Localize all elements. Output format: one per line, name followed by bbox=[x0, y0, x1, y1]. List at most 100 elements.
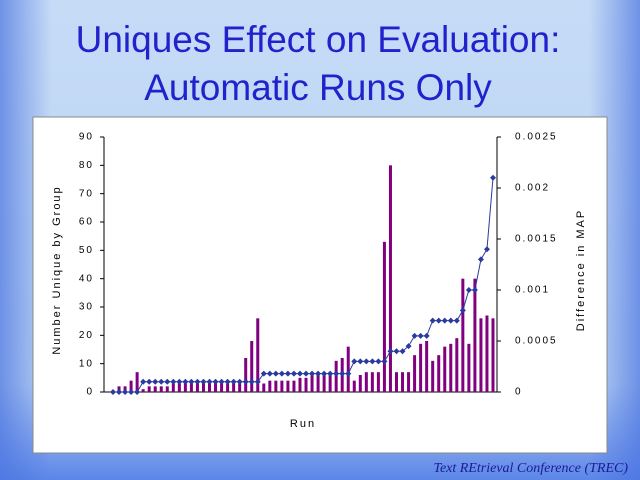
bar bbox=[195, 383, 199, 392]
bar bbox=[413, 355, 417, 392]
line-marker bbox=[290, 370, 297, 377]
line-marker bbox=[315, 370, 322, 377]
line-marker bbox=[423, 332, 430, 339]
line-marker bbox=[158, 378, 165, 385]
y2-tick-label: 0.001 bbox=[515, 285, 550, 296]
bar bbox=[208, 383, 212, 392]
y2-axis-label: Difference in MAP bbox=[575, 209, 587, 331]
line-marker bbox=[128, 389, 135, 395]
line-marker bbox=[465, 287, 472, 293]
line-marker bbox=[266, 370, 273, 377]
line-marker bbox=[164, 378, 171, 385]
line-marker bbox=[393, 348, 400, 355]
bar bbox=[165, 386, 169, 392]
bar bbox=[147, 386, 151, 392]
y-tick-label: 60 bbox=[79, 217, 94, 228]
line-marker bbox=[417, 332, 424, 339]
bar bbox=[220, 383, 224, 392]
line-marker bbox=[140, 378, 147, 385]
bar bbox=[479, 318, 483, 392]
line-marker bbox=[110, 389, 116, 395]
line-marker bbox=[248, 378, 255, 385]
y-tick-label: 10 bbox=[79, 358, 94, 369]
bar bbox=[298, 377, 302, 392]
line-marker bbox=[405, 343, 412, 350]
bar bbox=[455, 338, 459, 392]
bar bbox=[328, 375, 332, 392]
line-marker bbox=[182, 378, 189, 385]
bar bbox=[437, 355, 441, 392]
line-marker bbox=[296, 370, 303, 377]
line-marker bbox=[122, 389, 129, 395]
bar bbox=[346, 346, 350, 392]
bar bbox=[449, 343, 453, 392]
y-tick-label: 0 bbox=[86, 387, 94, 398]
bar bbox=[129, 380, 133, 392]
footer: Text REtrieval Conference (TREC) bbox=[433, 461, 628, 476]
y-tick-label: 40 bbox=[79, 273, 94, 284]
chart-area bbox=[32, 116, 608, 454]
bar bbox=[316, 375, 320, 392]
bar bbox=[274, 380, 278, 392]
y-tick-label: 80 bbox=[79, 160, 94, 171]
line-marker bbox=[176, 378, 183, 385]
y-tick-label: 90 bbox=[79, 132, 94, 143]
title-line: Uniques Effect on Evaluation: bbox=[76, 19, 561, 60]
bar bbox=[358, 375, 362, 392]
bar bbox=[461, 278, 465, 392]
y2-tick-label: 0.0025 bbox=[515, 132, 558, 143]
line-marker bbox=[200, 378, 207, 385]
bar bbox=[189, 383, 193, 392]
title-line: Automatic Runs Only bbox=[144, 67, 492, 108]
bar bbox=[250, 341, 254, 392]
line-marker bbox=[236, 378, 243, 385]
bar bbox=[322, 375, 326, 392]
line-marker bbox=[170, 378, 177, 385]
line-marker bbox=[188, 378, 195, 385]
line-marker bbox=[272, 370, 279, 377]
line-marker bbox=[242, 378, 249, 385]
bar bbox=[171, 383, 175, 392]
line bbox=[113, 177, 494, 393]
line-marker bbox=[375, 358, 382, 365]
bar bbox=[431, 360, 435, 392]
line-marker bbox=[309, 370, 316, 377]
line-marker bbox=[483, 246, 490, 253]
bar bbox=[370, 372, 374, 392]
line-marker bbox=[345, 370, 352, 377]
bar bbox=[364, 372, 368, 392]
line-marker bbox=[490, 174, 496, 181]
y2-tick-label: 0.0015 bbox=[515, 234, 558, 245]
bar bbox=[232, 383, 236, 392]
line-marker bbox=[218, 378, 225, 385]
line-marker bbox=[260, 370, 267, 377]
y-tick-label: 70 bbox=[79, 188, 94, 199]
line-marker bbox=[399, 348, 406, 355]
line-marker bbox=[254, 378, 261, 385]
bar bbox=[491, 318, 495, 392]
line-marker bbox=[303, 370, 310, 377]
bar bbox=[177, 383, 181, 392]
line-marker bbox=[278, 370, 285, 377]
bar bbox=[268, 380, 272, 392]
y2-tick-label: 0.002 bbox=[515, 183, 550, 194]
line-marker bbox=[411, 332, 418, 339]
line-marker bbox=[116, 389, 123, 395]
bar bbox=[238, 383, 242, 392]
y-axis-label: Number Unique by Group bbox=[51, 185, 63, 354]
bar bbox=[292, 380, 296, 392]
bar bbox=[382, 241, 386, 392]
y2-tick-label: 0 bbox=[515, 387, 523, 398]
bar bbox=[201, 383, 205, 392]
bar bbox=[141, 389, 145, 392]
y2-tick-label: 0.0005 bbox=[515, 336, 558, 347]
line-marker bbox=[224, 378, 231, 385]
bar bbox=[244, 358, 248, 392]
y-tick-label: 50 bbox=[79, 245, 94, 256]
bar bbox=[485, 315, 489, 392]
line-marker bbox=[441, 317, 448, 324]
line-marker bbox=[447, 317, 454, 324]
bar bbox=[153, 386, 157, 392]
bar bbox=[226, 383, 230, 392]
